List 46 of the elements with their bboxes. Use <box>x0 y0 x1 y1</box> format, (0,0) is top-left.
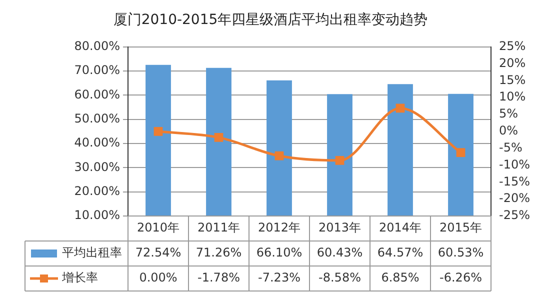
legend-label: 平均出租率 <box>62 246 122 260</box>
y2-tick-label: -5% <box>499 140 522 154</box>
data-label: 71.26% <box>196 246 242 260</box>
point <box>396 104 405 113</box>
data-label: 72.54% <box>135 246 182 260</box>
point <box>214 132 224 142</box>
data-label: 60.53% <box>438 246 484 260</box>
x-tick-label: 2015年 <box>439 220 482 234</box>
y2-tick-label: -15% <box>499 174 530 188</box>
y-tick-label: 50.00% <box>74 111 120 126</box>
data-label: 66.10% <box>256 246 302 260</box>
point <box>274 151 284 160</box>
data-label: 0.00% <box>139 270 178 285</box>
y2-tick-label: 0% <box>499 124 518 138</box>
data-label: 60.43% <box>316 246 363 260</box>
y2-tick-label: 5% <box>499 106 518 121</box>
x-tick-label: 2012年 <box>258 220 301 234</box>
data-label: -1.78% <box>198 270 240 285</box>
data-label: 6.85% <box>381 270 420 285</box>
y-tick-label: 60.00% <box>74 87 120 102</box>
y-tick-label: 80.00% <box>74 38 120 53</box>
data-label: -8.58% <box>318 270 361 285</box>
y2-tick-label: -25% <box>499 208 530 222</box>
chart-title: 厦门2010-2015年四星级酒店平均出租率变动趋势 <box>113 12 428 28</box>
y2-tick-label: 10% <box>499 90 526 104</box>
y-tick-label: 30.00% <box>74 160 120 174</box>
point <box>456 148 466 158</box>
y-tick-label: 70.00% <box>74 63 120 78</box>
y-tick-label: 40.00% <box>74 136 120 150</box>
data-label: -6.26% <box>440 270 482 285</box>
x-tick-label: 2011年 <box>197 220 240 234</box>
y-tick-label: 20.00% <box>74 184 120 198</box>
y2-tick-label: -10% <box>499 157 530 172</box>
point <box>154 126 163 136</box>
x-tick-label: 2010年 <box>136 220 180 234</box>
legend-label: 增长率 <box>61 270 98 285</box>
data-label: 64.57% <box>377 246 424 260</box>
y-tick-label: 10.00% <box>74 208 120 222</box>
y2-tick-label: -20% <box>499 191 530 206</box>
x-tick-label: 2014年 <box>378 220 422 234</box>
data-label: -7.23% <box>258 270 300 285</box>
point <box>335 156 344 165</box>
y2-tick-label: 25% <box>499 38 526 53</box>
y2-tick-label: 20% <box>499 56 526 70</box>
y2-tick-label: 15% <box>499 72 526 87</box>
x-tick-label: 2013年 <box>318 220 362 234</box>
